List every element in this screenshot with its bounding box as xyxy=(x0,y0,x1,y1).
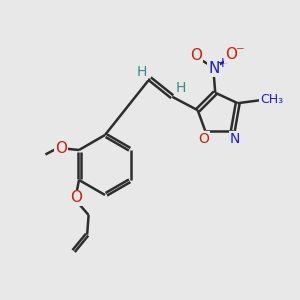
Text: H: H xyxy=(176,81,186,95)
Text: O: O xyxy=(70,190,83,206)
Text: O: O xyxy=(55,141,67,156)
Text: N: N xyxy=(208,61,219,76)
Text: N: N xyxy=(229,132,240,146)
Text: O: O xyxy=(198,132,209,146)
Text: +: + xyxy=(216,56,228,70)
Text: H: H xyxy=(137,65,147,79)
Text: ⁻: ⁻ xyxy=(236,43,245,61)
Text: O: O xyxy=(225,47,237,62)
Text: O: O xyxy=(190,48,202,63)
Text: CH₃: CH₃ xyxy=(260,93,283,106)
